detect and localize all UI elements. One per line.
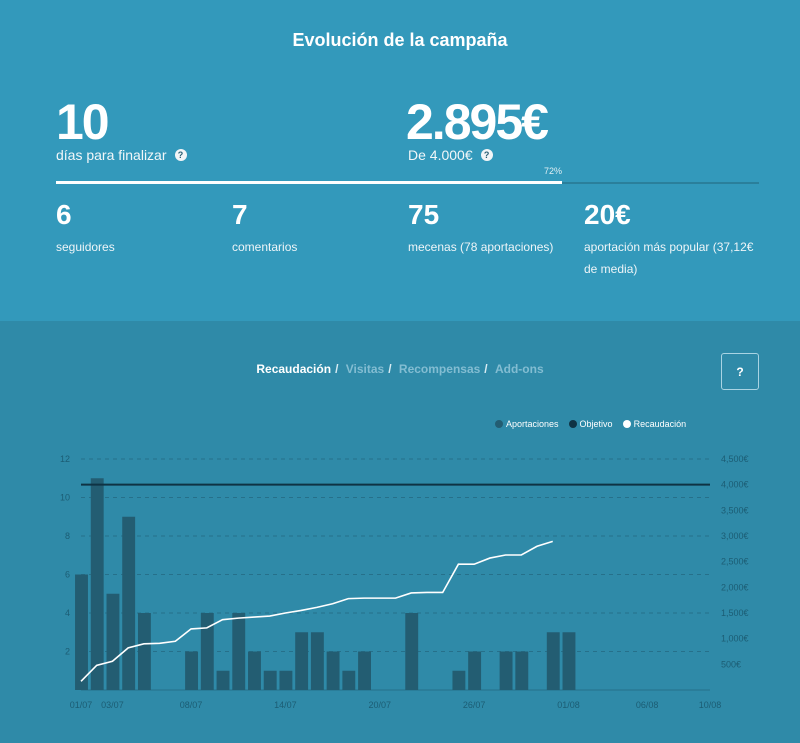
days-remaining-text: días para finalizar (56, 147, 167, 163)
y-right-tick-label: 1,000€ (721, 634, 749, 644)
contribution-bar (137, 613, 151, 690)
x-tick-label: 03/07 (101, 700, 124, 710)
legend-dot-icon (622, 420, 631, 428)
legend-item-aportaciones[interactable]: Aportaciones (495, 419, 559, 429)
legend-item-recaudacion[interactable]: Recaudación (622, 419, 687, 429)
stat-popular-value: 20€ (584, 199, 631, 230)
y-right-tick-label: 2,500€ (721, 557, 749, 567)
contribution-bar (90, 478, 104, 690)
x-tick-label: 26/07 (463, 700, 486, 710)
contribution-bar (342, 670, 356, 690)
page-title: Evolución de la campaña (292, 30, 508, 50)
contribution-bar (358, 651, 371, 690)
stat-followers-label: seguidores (56, 240, 115, 254)
contribution-bar (295, 632, 309, 690)
raised-line (80, 540, 553, 682)
contribution-bar (248, 651, 261, 690)
tab-recaudacion[interactable]: Recaudación (256, 362, 332, 376)
contribution-bar (216, 670, 230, 690)
x-tick-label: 10/08 (699, 700, 722, 710)
contribution-bar (515, 651, 529, 690)
y-right-tick-label: 500€ (721, 659, 741, 669)
raised-amount-value: 2.895€ (406, 94, 549, 150)
legend-dot-icon (495, 420, 503, 428)
stat-popular-label: aportación más popular (37,12€ de media) (584, 240, 754, 276)
tab-separator: / (484, 362, 488, 376)
x-tick-label: 20/07 (369, 700, 392, 710)
tab-separator: / (388, 362, 392, 376)
contribution-bar (185, 651, 199, 690)
contribution-bar (326, 651, 340, 690)
legend-dot-icon (568, 420, 577, 428)
days-remaining-label: días para finalizar ? (56, 147, 187, 163)
y-left-tick-label: 4 (65, 608, 70, 618)
y-right-tick-label: 4,000€ (721, 480, 749, 490)
y-left-tick-label: 8 (65, 531, 70, 541)
contribution-bar (232, 613, 246, 690)
contribution-bar (75, 574, 88, 690)
stat-comments-label: comentarios (232, 240, 298, 254)
y-right-tick-label: 4,500€ (721, 454, 749, 464)
help-icon[interactable]: ? (174, 149, 187, 161)
x-tick-label: 06/08 (636, 700, 659, 710)
x-tick-label: 01/07 (70, 700, 93, 710)
chart-legend: Aportaciones Objetivo Recaudación (495, 419, 686, 429)
contribution-bar (200, 613, 214, 690)
contribution-bar (122, 516, 136, 690)
contribution-bar (468, 651, 482, 690)
y-right-tick-label: 3,000€ (721, 531, 749, 541)
tab-visitas[interactable]: Visitas (345, 362, 385, 376)
legend-item-objetivo[interactable]: Objetivo (568, 419, 613, 429)
contribution-bar (546, 632, 560, 690)
y-right-tick-label: 3,500€ (721, 505, 749, 515)
contribution-bar (106, 593, 120, 690)
legend-label: Recaudación (633, 419, 687, 429)
y-left-tick-label: 12 (60, 454, 70, 464)
x-tick-label: 08/07 (180, 700, 203, 710)
contribution-bar (405, 613, 419, 690)
x-tick-label: 01/08 (557, 700, 580, 710)
days-remaining-value: 10 (56, 94, 110, 150)
stat-followers-value: 6 (56, 199, 72, 230)
contribution-bar (279, 670, 293, 690)
stat-patrons-value: 75 (408, 199, 440, 230)
chart-help-button[interactable]: ? (721, 353, 759, 390)
legend-label: Objetivo (579, 419, 613, 429)
progress-fill (56, 181, 563, 184)
goal-text: De 4.000€ (408, 147, 473, 163)
y-left-tick-label: 10 (60, 493, 70, 503)
y-left-tick-label: 2 (65, 647, 70, 657)
y-right-tick-label: 1,500€ (721, 608, 749, 618)
y-right-tick-label: 2,000€ (721, 582, 749, 592)
stat-comments-value: 7 (232, 199, 248, 230)
contribution-bar (263, 670, 277, 690)
stat-patrons-label: mecenas (78 aportaciones) (408, 240, 554, 254)
goal-label: De 4.000€ ? (408, 147, 493, 163)
x-tick-label: 14/07 (274, 700, 297, 710)
contribution-bar (562, 632, 576, 690)
progress-percent: 72% (544, 166, 563, 176)
help-icon[interactable]: ? (480, 149, 493, 161)
tab-recompensas[interactable]: Recompensas (398, 362, 481, 376)
contribution-bar (310, 632, 324, 690)
tab-separator: / (335, 362, 339, 376)
y-left-tick-label: 6 (65, 570, 70, 580)
contribution-bar (499, 651, 513, 690)
legend-label: Aportaciones (506, 419, 559, 429)
contribution-bar (452, 670, 466, 690)
chart-tabs: Recaudación / Visitas / Recompensas / Add-o… (0, 362, 800, 376)
tab-addons[interactable]: Add-ons (494, 362, 544, 376)
summary-panel (0, 0, 800, 321)
